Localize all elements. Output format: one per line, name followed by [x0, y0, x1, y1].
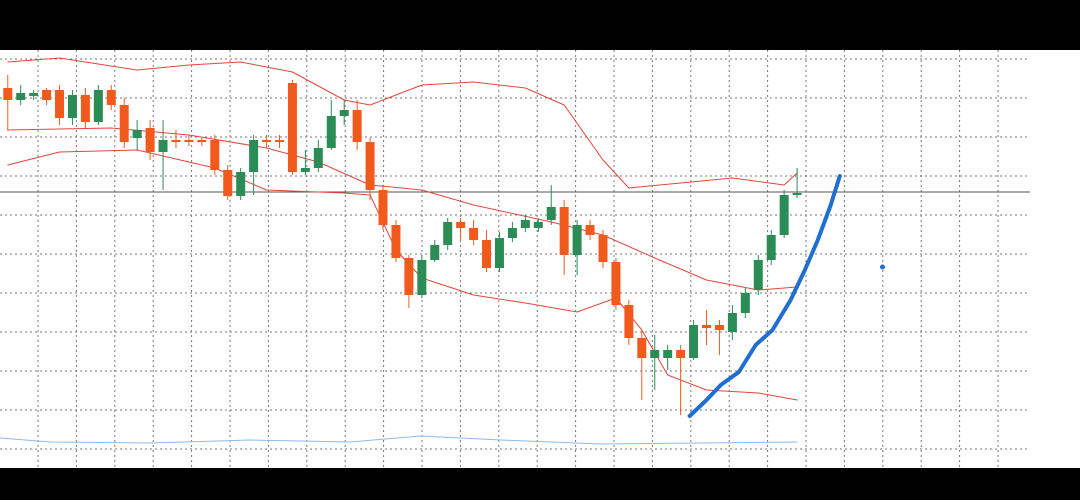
candle-body	[624, 305, 634, 338]
candle-body	[42, 90, 52, 100]
candle-body	[611, 262, 621, 305]
hand-drawn-line	[687, 174, 842, 418]
candle-body	[365, 142, 375, 190]
candle-body	[262, 140, 272, 142]
plot-background	[0, 50, 1080, 468]
candle-body	[585, 225, 595, 235]
indicator-line	[0, 435, 798, 445]
candle-body	[29, 93, 39, 96]
candle-body	[766, 235, 776, 260]
candle-body	[702, 325, 712, 328]
candle-body	[67, 95, 77, 118]
bollinger-band	[7, 57, 798, 189]
candle-body	[80, 95, 90, 122]
candle-body	[3, 88, 13, 100]
top-bar	[0, 0, 1080, 50]
bollinger-band	[7, 127, 798, 291]
candle-body	[753, 260, 763, 290]
candle-body	[184, 140, 194, 142]
candle-body	[779, 195, 789, 235]
candle-body	[16, 93, 26, 100]
candle-body	[714, 325, 724, 330]
candle-body	[287, 83, 297, 172]
candle-body	[132, 130, 142, 138]
candle-body	[378, 190, 388, 225]
candle-body	[93, 90, 103, 122]
candle-body	[469, 228, 479, 240]
bottom-bar	[0, 468, 1080, 500]
candle-body	[740, 293, 750, 313]
candle-body	[598, 235, 608, 262]
candle-body	[106, 90, 116, 105]
candle-body	[236, 172, 246, 196]
marker-dot	[879, 264, 885, 270]
candle-body	[119, 105, 129, 142]
candle-body	[326, 116, 336, 148]
candle-body	[520, 220, 530, 228]
candle-body	[145, 128, 155, 152]
candle-body	[391, 225, 401, 258]
candle-body	[171, 140, 181, 142]
candle-body	[417, 260, 427, 295]
candle-body	[223, 170, 233, 196]
candle-body	[430, 245, 440, 260]
candle-body	[313, 148, 323, 168]
candle-body	[676, 350, 686, 358]
candle-body	[197, 140, 207, 142]
candle-body	[507, 228, 517, 238]
candle-body	[559, 207, 569, 255]
candle-body	[274, 140, 284, 142]
candle-body	[249, 140, 259, 172]
candle-body	[443, 222, 453, 245]
bollinger-band	[7, 149, 798, 401]
candle-body	[300, 168, 310, 172]
candle-body	[352, 110, 362, 142]
candle-body	[663, 350, 673, 358]
candle-body	[482, 240, 492, 268]
candle-body	[792, 193, 802, 195]
candle-body	[456, 222, 466, 228]
candle-body	[650, 350, 660, 358]
candle-body	[404, 258, 414, 295]
candle-body	[55, 90, 65, 118]
candle-body	[533, 222, 543, 228]
candle-body	[494, 238, 504, 268]
candle-body	[689, 325, 699, 358]
candle-body	[572, 225, 582, 255]
candle-body	[727, 313, 737, 332]
candle-body	[158, 140, 168, 152]
candle-body	[637, 338, 647, 358]
candle-body	[546, 207, 556, 220]
candle-body	[210, 140, 220, 170]
candle-body	[339, 110, 349, 116]
